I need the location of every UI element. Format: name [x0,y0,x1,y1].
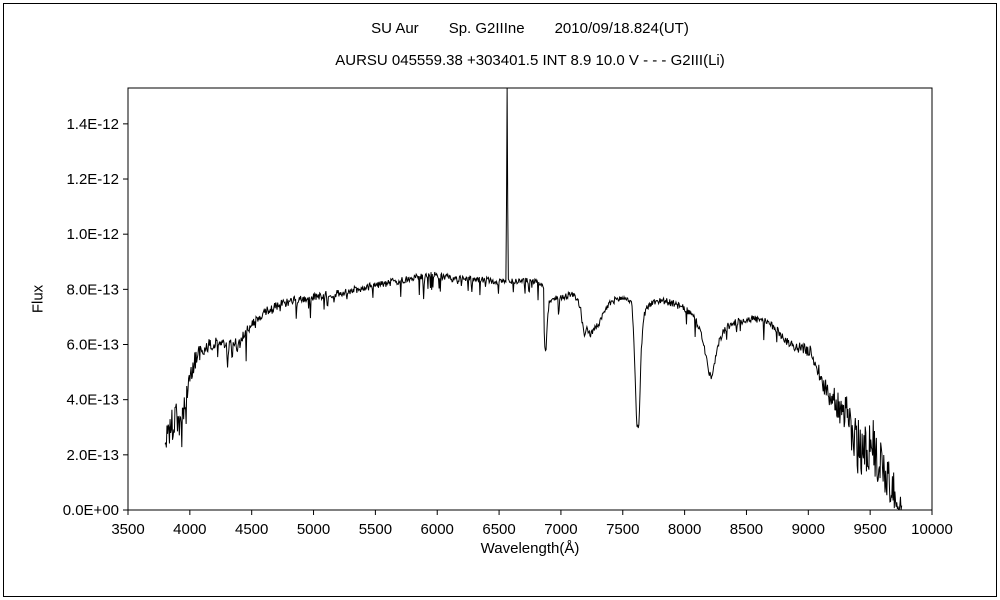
y-tick-label: 1.2E-12 [66,171,119,188]
x-tick-label: 5000 [297,521,330,538]
x-tick-label: 10000 [911,521,953,538]
x-tick-label: 8000 [668,521,701,538]
x-tick-label: 8500 [730,521,763,538]
x-tick-label: 6000 [421,521,454,538]
chart-title: SU Aur Sp. G2IIIne 2010/09/18.824(UT) [128,20,932,37]
plot-frame [127,87,933,511]
y-tick-label: 6.0E-13 [66,337,119,354]
y-tick-label: 8.0E-13 [66,281,119,298]
spectrum-line [164,87,903,511]
x-axis-label: Wavelength(Å) [480,540,580,557]
x-tick-label: 3500 [111,521,144,538]
x-tick-label: 9500 [853,521,886,538]
observation-date: 2010/09/18.824(UT) [554,20,689,37]
y-tick-label: 1.4E-12 [66,116,119,133]
y-tick-label: 1.0E-12 [66,226,119,243]
x-tick-label: 6500 [482,521,515,538]
y-tick-label: 0.0E+00 [63,502,119,519]
x-tick-label: 7500 [606,521,639,538]
x-tick-label: 7000 [544,521,577,538]
spectral-type: Sp. G2IIIne [448,20,525,37]
x-tick-label: 5500 [359,521,392,538]
y-tick-label: 2.0E-13 [66,447,119,464]
y-tick-label: 4.0E-13 [66,392,119,409]
x-tick-label: 9000 [792,521,825,538]
object-name: SU Aur [371,20,419,37]
chart-subtitle: AURSU 045559.38 +303401.5 INT 8.9 10.0 V… [335,52,725,69]
x-tick-label: 4000 [173,521,206,538]
x-tick-label: 4500 [235,521,268,538]
